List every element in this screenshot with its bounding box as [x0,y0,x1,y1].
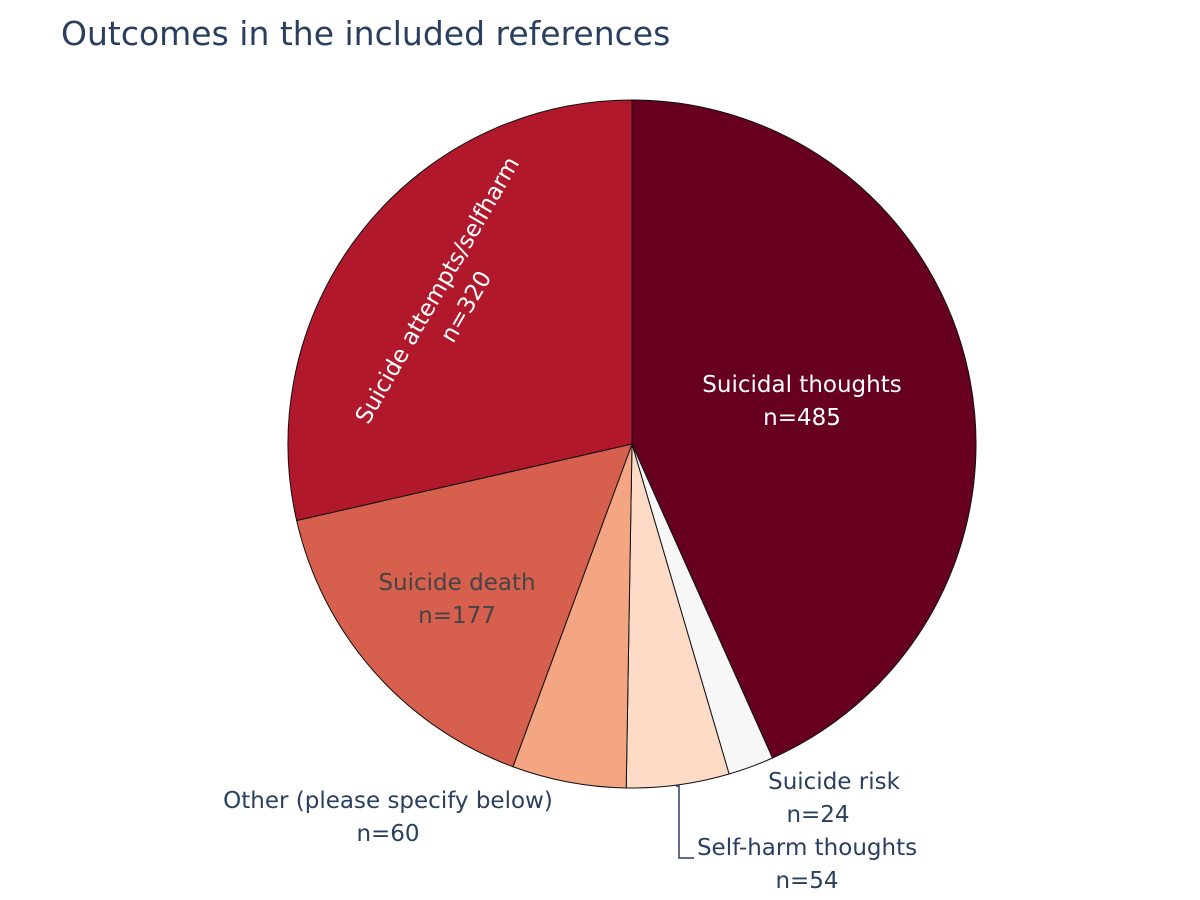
slice-name-self-harm-thoughts: Self-harm thoughts [697,835,917,861]
pie-slice-suicide-death[interactable] [296,443,633,768]
leader-line-self-harm-thoughts [676,785,694,859]
slice-label-suicidal-thoughts: Suicidal thoughts n=485 [702,372,901,431]
slice-name-suicidal-thoughts: Suicidal thoughts [702,372,901,398]
pie-slice-suicide-attempts-selfharm[interactable] [287,99,633,522]
slice-value-suicidal-thoughts: n=485 [763,405,841,431]
slice-name-other-please-specify-below: Other (please specify below) [223,788,553,814]
slice-value-self-harm-thoughts: n=54 [775,868,838,894]
slice-value-other-please-specify-below: n=60 [356,821,419,847]
slice-value-suicide-risk: n=24 [786,802,849,828]
slice-label-other-please-specify-below: Other (please specify below) n=60 [223,788,553,847]
slice-label-self-harm-thoughts: Self-harm thoughts n=54 [697,835,917,894]
pie-slice-suicidal-thoughts[interactable] [631,99,977,759]
chart-title: Outcomes in the included references [61,14,671,53]
slice-name-suicide-risk: Suicide risk [768,769,900,795]
slice-label-suicide-risk: Suicide risk n=24 [768,769,900,828]
slice-label-suicide-death: Suicide death n=177 [378,570,535,629]
slice-name-suicide-death: Suicide death [378,570,535,596]
slices-layer [287,99,977,789]
slice-value-suicide-death: n=177 [418,603,496,629]
